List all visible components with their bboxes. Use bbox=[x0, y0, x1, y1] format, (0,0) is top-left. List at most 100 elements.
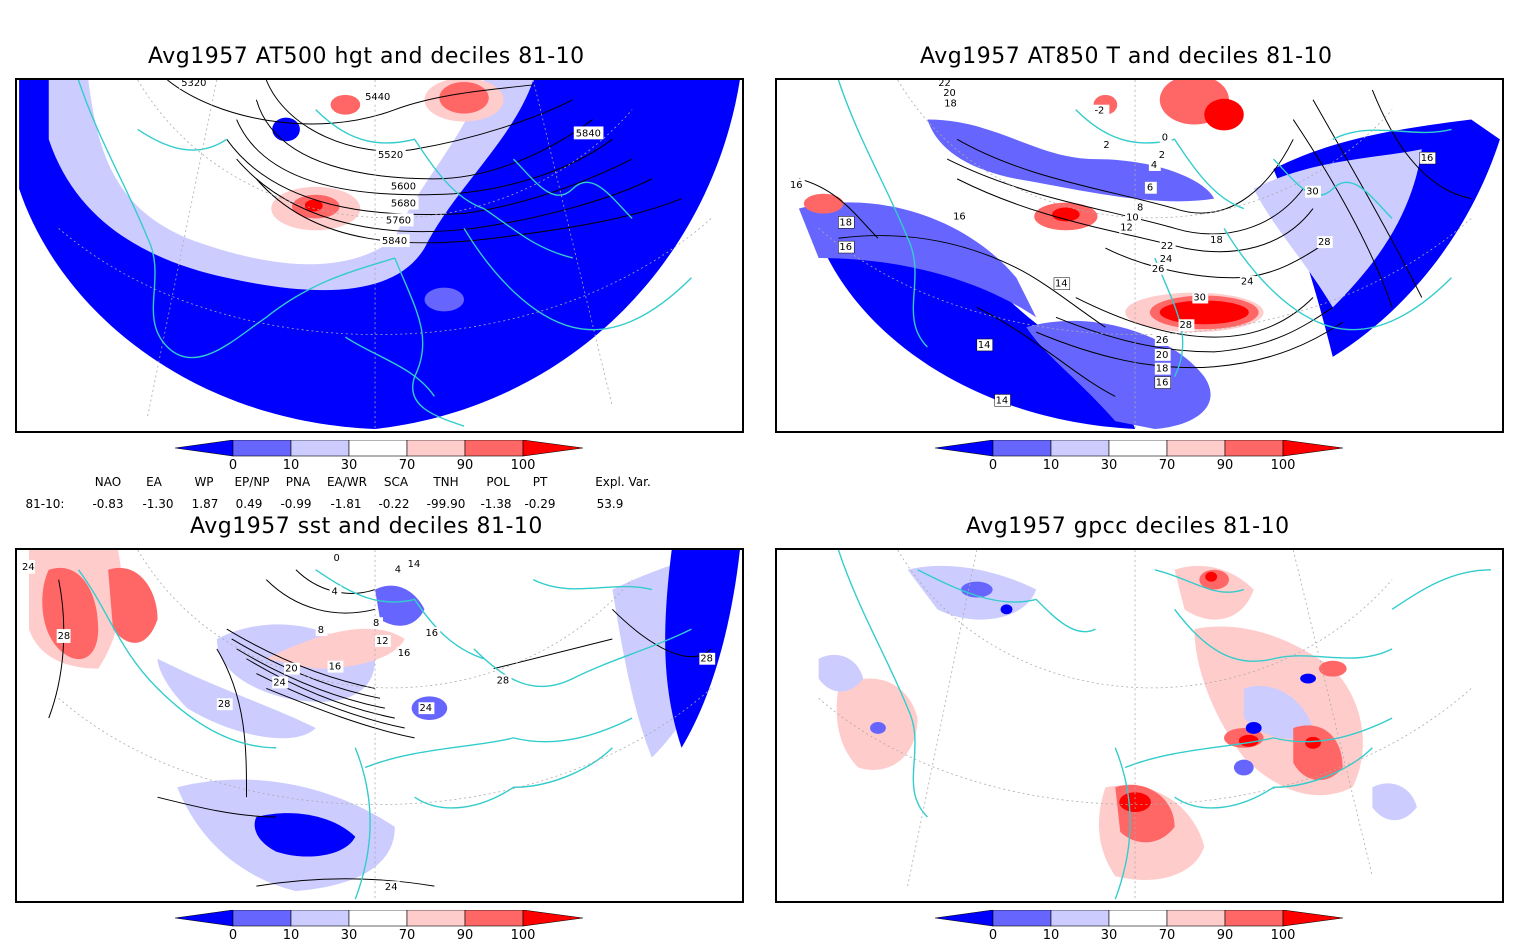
contour-label: 24 bbox=[22, 562, 35, 573]
contour-label: 28 bbox=[218, 699, 231, 710]
map-sst-svg: 24 28 0 4 4 8 8 12 14 16 16 16 20 24 24 … bbox=[19, 550, 740, 901]
colorbar-tick: 10 bbox=[282, 928, 300, 943]
colorbar-tick: 0 bbox=[228, 458, 238, 473]
contour-label: 16 bbox=[839, 242, 852, 253]
colorbar-tick: 90 bbox=[1216, 458, 1234, 473]
contour-label: 30 bbox=[1193, 292, 1206, 303]
index-value: -1.30 bbox=[142, 497, 174, 511]
contour-label: 0 bbox=[334, 553, 340, 564]
index-value: -0.83 bbox=[92, 497, 124, 511]
contour-label: 18 bbox=[1156, 364, 1169, 375]
contour-label: 20 bbox=[1156, 350, 1169, 361]
index-header: POL bbox=[486, 475, 510, 489]
contour-label: 18 bbox=[944, 99, 957, 110]
contour-label: 14 bbox=[408, 559, 421, 570]
index-value: -0.29 bbox=[524, 497, 556, 511]
contour-label: 20 bbox=[285, 664, 298, 675]
index-header: WP bbox=[194, 475, 214, 489]
colorbar-at850: 0 10 30 70 90 100 bbox=[935, 440, 1355, 476]
contour-label: 4 bbox=[332, 586, 338, 597]
contour-label: 16 bbox=[1421, 153, 1434, 164]
contour-label: 26 bbox=[1156, 335, 1169, 346]
colorbar-gpcc: 0 10 30 70 90 100 bbox=[935, 910, 1355, 946]
panel-title-sst: Avg1957 sst and deciles 81-10 bbox=[190, 514, 543, 539]
index-value: 53.9 bbox=[596, 497, 624, 511]
colorbar-tick: 70 bbox=[1158, 928, 1176, 943]
colorbar-svg bbox=[935, 910, 1344, 927]
contour-label: 30 bbox=[1306, 187, 1319, 198]
contour-label: -2 bbox=[1095, 106, 1105, 117]
index-value: 1.87 bbox=[191, 497, 219, 511]
contour-label: 18 bbox=[839, 217, 852, 228]
index-header: EP/NP bbox=[234, 475, 270, 489]
contour-label: 14 bbox=[978, 340, 991, 351]
index-value: -1.81 bbox=[330, 497, 362, 511]
contour-label: 22 bbox=[1161, 241, 1174, 252]
index-header: Expl. Var. bbox=[595, 475, 651, 489]
contour-label: 28 bbox=[1180, 320, 1193, 331]
colorbar-tick: 10 bbox=[1042, 928, 1060, 943]
colorbar-tick: 30 bbox=[340, 458, 358, 473]
colorbar-tick: 0 bbox=[988, 458, 998, 473]
contour-label: 28 bbox=[58, 631, 71, 642]
contour-label: 20 bbox=[943, 88, 956, 99]
index-header: EA/WR bbox=[326, 475, 368, 489]
colorbar-tick: 30 bbox=[340, 928, 358, 943]
contour-label: 26 bbox=[1152, 264, 1165, 275]
colorbar-svg bbox=[175, 440, 584, 457]
contour-label: 2 bbox=[1159, 150, 1165, 161]
contour-label: 8 bbox=[1137, 203, 1143, 214]
index-row-label: 81-10: bbox=[25, 497, 65, 511]
colorbar-tick: 90 bbox=[456, 928, 474, 943]
colorbar-svg bbox=[175, 910, 584, 927]
index-value: -0.99 bbox=[280, 497, 312, 511]
colorbar-tick: 70 bbox=[1158, 458, 1176, 473]
panel-title-at850: Avg1957 AT850 T and deciles 81-10 bbox=[920, 44, 1333, 69]
index-header: EA bbox=[146, 475, 162, 489]
map-at850-svg: 22 20 18 -2 0 2 2 4 6 8 10 12 14 14 14 1… bbox=[779, 80, 1500, 431]
contour-label: 24 bbox=[1160, 254, 1173, 265]
contour-label: 5600 bbox=[391, 182, 416, 193]
index-value: -1.38 bbox=[480, 497, 512, 511]
contour-label: 16 bbox=[329, 662, 342, 673]
index-header: SCA bbox=[383, 475, 409, 489]
panel-title-gpcc: Avg1957 gpcc deciles 81-10 bbox=[966, 514, 1290, 539]
index-value: -99.90 bbox=[426, 497, 466, 511]
contour-label: 12 bbox=[376, 636, 389, 647]
contour-label: 16 bbox=[953, 211, 966, 222]
contour-label: 12 bbox=[1120, 222, 1133, 233]
colorbar-tick: 90 bbox=[456, 458, 474, 473]
contour-label: 24 bbox=[273, 677, 286, 688]
contour-label: 14 bbox=[1055, 279, 1068, 290]
contour-label: 16 bbox=[1156, 378, 1169, 389]
index-header: PNA bbox=[285, 475, 311, 489]
map-at500-svg: 5320 5440 5520 5600 5680 5760 5840 5840 bbox=[19, 80, 740, 431]
contour-label: 24 bbox=[420, 703, 433, 714]
index-header: TNH bbox=[433, 475, 459, 489]
map-gpcc-svg bbox=[779, 550, 1500, 901]
contour-label: 4 bbox=[1151, 160, 1157, 171]
index-header: NAO bbox=[94, 475, 122, 489]
colorbar-tick: 70 bbox=[398, 928, 416, 943]
contour-label: 5760 bbox=[386, 215, 411, 226]
index-header: PT bbox=[532, 475, 548, 489]
map-at850-temperature: 22 20 18 -2 0 2 2 4 6 8 10 12 14 14 14 1… bbox=[775, 78, 1504, 433]
contour-label: 5840 bbox=[576, 128, 601, 139]
contour-label: 18 bbox=[1210, 235, 1223, 246]
map-gpcc-precip bbox=[775, 548, 1504, 903]
colorbar-tick: 30 bbox=[1100, 928, 1118, 943]
contour-label: 28 bbox=[1318, 237, 1331, 248]
panel-title-at500: Avg1957 AT500 hgt and deciles 81-10 bbox=[148, 44, 585, 69]
colorbar-tick: 10 bbox=[282, 458, 300, 473]
colorbar-sst: 0 10 30 70 90 100 bbox=[175, 910, 595, 946]
colorbar-tick: 30 bbox=[1100, 458, 1118, 473]
contour-label: 0 bbox=[1162, 132, 1168, 143]
index-value: -0.22 bbox=[378, 497, 410, 511]
contour-label: 5320 bbox=[181, 80, 206, 89]
contour-label: 5680 bbox=[391, 199, 416, 210]
contour-label: 5520 bbox=[378, 150, 403, 161]
contour-label: 14 bbox=[996, 395, 1009, 406]
contour-label: 24 bbox=[385, 882, 398, 893]
colorbar-tick: 100 bbox=[1270, 928, 1296, 943]
map-sst: 24 28 0 4 4 8 8 12 14 16 16 16 20 24 24 … bbox=[15, 548, 744, 903]
